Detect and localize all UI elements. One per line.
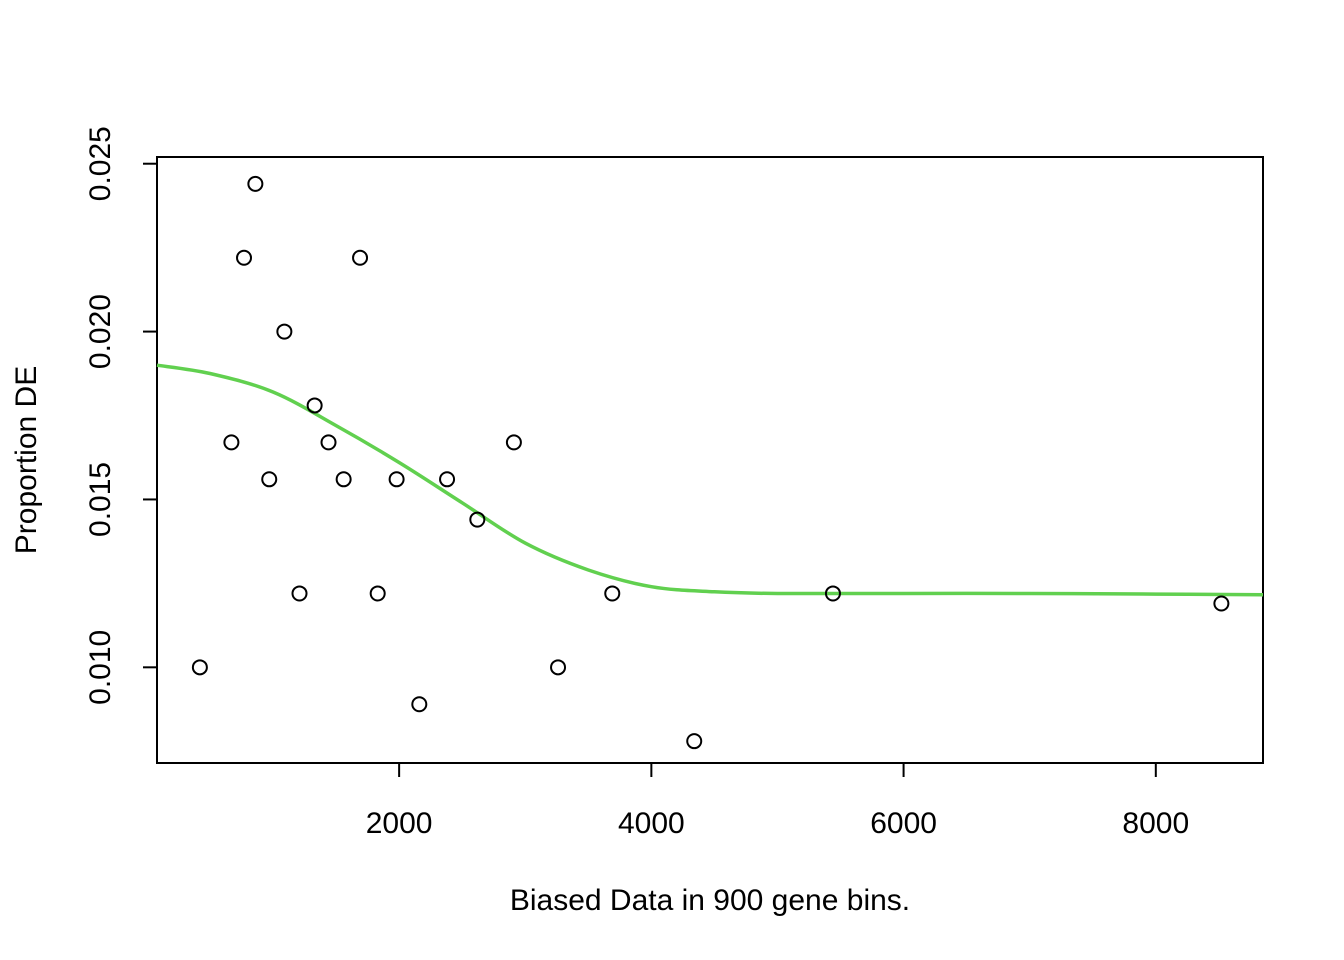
x-tick-label: 6000 — [870, 807, 937, 840]
data-point — [824, 585, 841, 602]
fit-curve — [156, 363, 1264, 597]
data-point — [335, 471, 352, 488]
x-axis: 2000 4000 6000 8000 — [366, 763, 1189, 840]
x-axis-label: Biased Data in 900 gene bins. — [510, 884, 910, 917]
y-axis-label: Proportion DE — [10, 366, 43, 554]
y-tick-label: 0.025 — [84, 126, 117, 201]
data-point — [388, 471, 405, 488]
plot-frame — [156, 156, 1264, 764]
data-point — [1213, 595, 1230, 612]
data-point — [236, 249, 253, 266]
y-axis: 0.010 0.015 0.020 0.025 — [84, 126, 157, 705]
data-point — [352, 249, 369, 266]
y-tick-label: 0.010 — [84, 630, 117, 705]
data-point — [276, 323, 293, 340]
data-point — [261, 471, 278, 488]
data-point — [604, 585, 621, 602]
y-tick-label: 0.020 — [84, 294, 117, 369]
data-point — [306, 397, 323, 414]
data-point — [369, 585, 386, 602]
data-point — [247, 175, 264, 192]
data-point — [439, 471, 456, 488]
data-point — [686, 733, 703, 750]
data-point — [411, 696, 428, 713]
x-tick-label: 8000 — [1122, 807, 1189, 840]
x-tick-label: 2000 — [366, 807, 433, 840]
data-point — [191, 659, 208, 676]
data-point — [469, 511, 486, 528]
data-point — [505, 434, 522, 451]
data-point — [291, 585, 308, 602]
x-tick-label: 4000 — [618, 807, 685, 840]
data-point — [550, 659, 567, 676]
y-tick-label: 0.015 — [84, 462, 117, 537]
data-point — [223, 434, 240, 451]
data-points — [191, 175, 1230, 750]
data-point — [320, 434, 337, 451]
